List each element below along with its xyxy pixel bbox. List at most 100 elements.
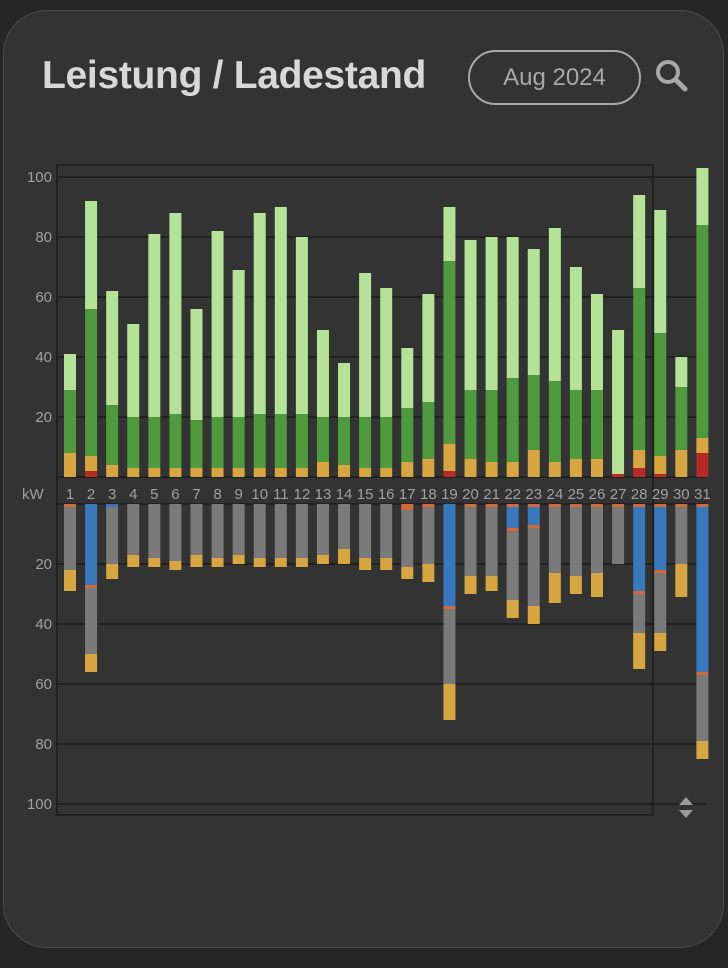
upper-bar-red (85, 471, 98, 477)
lower-bar-gray (85, 588, 98, 654)
upper-bar-lightgreen (633, 195, 646, 288)
lower-bar-orange (401, 504, 414, 510)
lower-bar-yellow (527, 606, 540, 624)
upper-bar-lightgreen (401, 348, 414, 408)
lower-bar-yellow (85, 654, 98, 672)
upper-bar-lightgreen (232, 270, 245, 417)
lower-bar-gray (548, 507, 561, 573)
upper-bar-lightgreen (148, 234, 161, 417)
lower-bar-gray (591, 507, 603, 573)
lower-y-tick-label: 40 (35, 616, 52, 633)
lower-bar-orange2 (633, 591, 646, 594)
scroll-handle[interactable] (679, 797, 693, 818)
search-button[interactable] (652, 56, 692, 96)
lower-bar-orange (464, 504, 477, 507)
lower-bar-yellow (422, 564, 435, 582)
upper-bar-green (548, 381, 561, 462)
lower-bar-gray (211, 504, 224, 558)
power-card (3, 10, 724, 948)
upper-bar-yellow (591, 459, 603, 477)
upper-bar-green (127, 417, 140, 468)
lower-bar-orange (654, 504, 667, 507)
lower-bar-orange2 (506, 528, 519, 531)
upper-bar-lightgreen (338, 363, 351, 417)
lower-bar-orange2 (85, 585, 98, 588)
lower-bar-gray (64, 507, 76, 570)
x-tick-label: 20 (462, 486, 479, 503)
upper-bar-green (253, 414, 266, 468)
upper-bar-yellow (106, 465, 119, 477)
upper-bar-lightgreen (675, 357, 688, 387)
x-tick-label: 25 (568, 486, 585, 503)
lower-bar-yellow (443, 684, 456, 720)
lower-bar-gray (148, 504, 161, 558)
upper-bar-yellow (148, 468, 161, 477)
upper-bar-lightgreen (274, 207, 287, 414)
upper-bar-green (85, 309, 98, 456)
lower-bar-orange (506, 504, 519, 507)
x-tick-label: 7 (192, 486, 200, 503)
x-tick-label: 6 (171, 486, 179, 503)
upper-bar-lightgreen (464, 240, 477, 390)
x-tick-label: 29 (652, 486, 669, 503)
upper-bar-yellow (401, 462, 414, 477)
upper-y-tick-label: 60 (35, 289, 52, 306)
x-tick-label: 3 (108, 486, 116, 503)
lower-bar-yellow (569, 576, 582, 594)
lower-y-tick-label: 100 (27, 796, 52, 813)
upper-y-tick-label: 80 (35, 229, 52, 246)
lower-bar-gray (359, 504, 372, 558)
lower-bar-gray (675, 507, 688, 564)
lower-bar-yellow (190, 555, 203, 567)
upper-bar-yellow (127, 468, 140, 477)
lower-bar-orange (591, 504, 603, 507)
upper-bar-yellow (232, 468, 245, 477)
upper-bar-red (443, 471, 456, 477)
lower-bar-gray (316, 504, 329, 555)
lower-bar-gray (253, 504, 266, 558)
x-tick-label: 10 (251, 486, 268, 503)
x-tick-label: 24 (546, 486, 563, 503)
lower-bar-orange (527, 504, 540, 507)
upper-bar-lightgreen (253, 213, 266, 414)
upper-bar-lightgreen (569, 267, 582, 390)
lower-bar-yellow (127, 555, 140, 567)
upper-bar-yellow (633, 450, 646, 468)
lower-bar-yellow (253, 558, 266, 567)
lower-bar-gray (274, 504, 287, 558)
lower-bar-orange (485, 504, 498, 507)
lower-bar-yellow (654, 633, 667, 651)
lower-bar-orange (64, 504, 76, 507)
lower-bar-yellow (506, 600, 519, 618)
upper-bar-lightgreen (316, 330, 329, 417)
lower-bar-orange2 (654, 570, 667, 573)
x-tick-label: 23 (525, 486, 542, 503)
lower-bar-blue (633, 507, 646, 591)
lower-bar-gray (527, 528, 540, 606)
upper-bar-yellow (274, 468, 287, 477)
upper-bar-lightgreen (211, 231, 224, 417)
lower-bar-gray (190, 504, 203, 555)
lower-bar-blue (527, 507, 540, 525)
upper-bar-red (612, 474, 625, 477)
upper-bar-green (274, 414, 287, 468)
lower-bar-orange (633, 504, 646, 507)
lower-bar-yellow (633, 633, 646, 669)
search-icon (656, 60, 688, 92)
page-title: Leistung / Ladestand (42, 54, 427, 97)
upper-bar-green (106, 405, 119, 465)
x-tick-label: 13 (315, 486, 332, 503)
upper-bar-red (654, 474, 667, 477)
upper-bar-green (211, 417, 224, 468)
upper-bar-green (506, 378, 519, 462)
period-selector-button[interactable]: Aug 2024 (468, 50, 641, 105)
lower-bar-yellow (380, 558, 393, 570)
upper-bar-lightgreen (127, 324, 140, 417)
upper-bar-green (633, 288, 646, 450)
lower-bar-orange (675, 504, 688, 507)
upper-bar-green (380, 417, 393, 468)
upper-bar-lightgreen (64, 354, 76, 390)
x-tick-label: 2 (87, 486, 95, 503)
upper-bar-red (696, 453, 709, 477)
x-tick-label: 31 (694, 486, 711, 503)
